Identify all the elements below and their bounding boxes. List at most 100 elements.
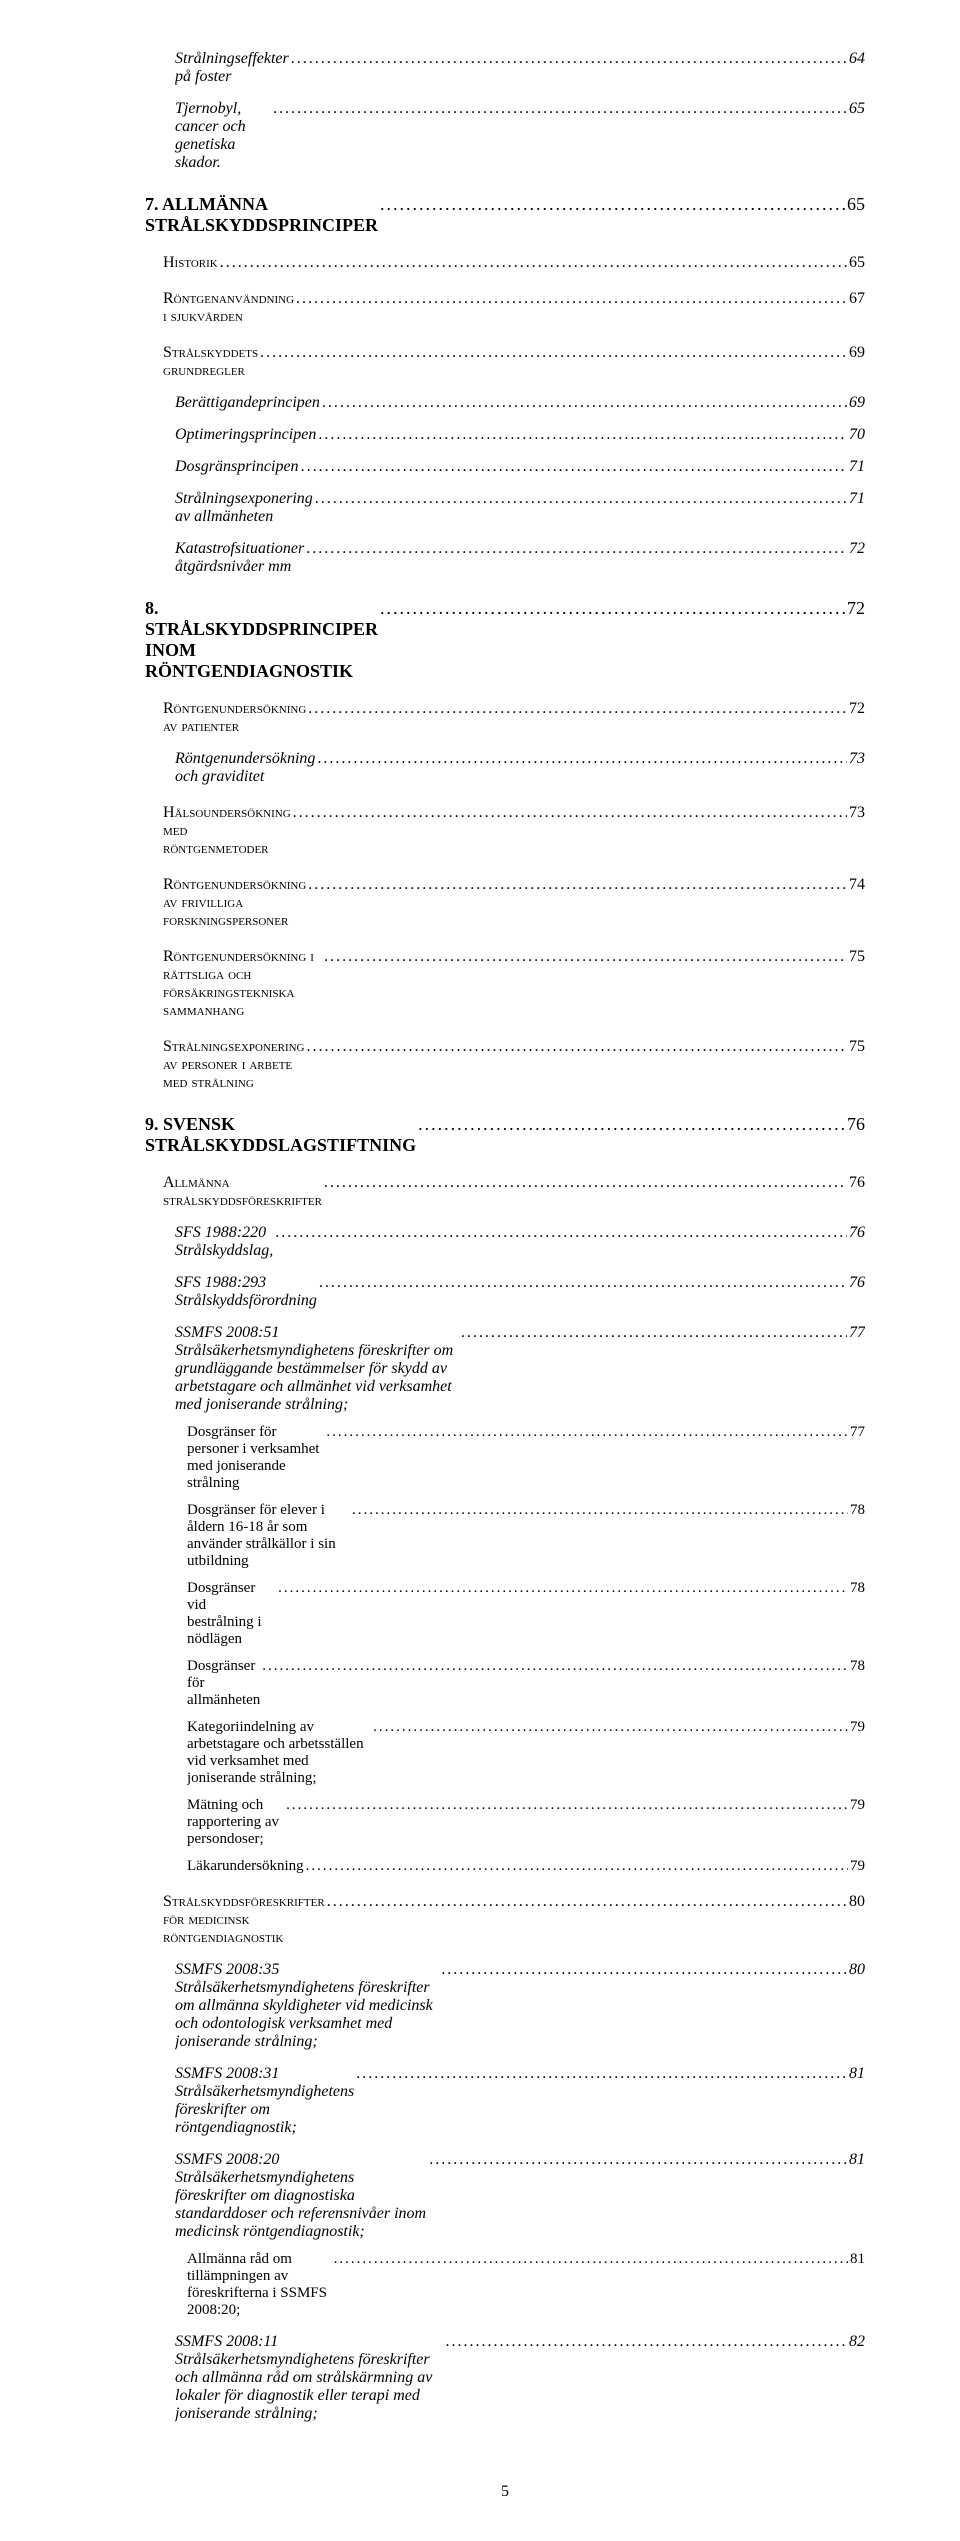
toc-entry: Katastrofsituationer åtgärdsnivåer mm72 [175, 540, 865, 576]
toc-entry-page: 77 [848, 1424, 865, 1441]
toc-entry: Röntgenanvändning i sjukvården67 [163, 290, 865, 326]
toc-entry-page: 81 [848, 2251, 865, 2268]
toc-leader-dots [308, 876, 847, 894]
toc-entry-label: 7. ALLMÄNNA STRÅLSKYDDSPRINCIPER [145, 194, 380, 236]
toc-entry-page: 75 [847, 1038, 865, 1056]
toc-entry: Röntgenundersökning av patienter 72 [163, 700, 865, 736]
toc-entry-page: 71 [847, 490, 865, 508]
toc-entry-label: Strålningsexponering av personer i arbet… [163, 1038, 307, 1092]
toc-entry-page: 81 [847, 2065, 865, 2083]
toc-leader-dots [293, 804, 847, 822]
toc-entry: SSMFS 2008:31 Strålsäkerhetsmyndighetens… [175, 2065, 865, 2137]
toc-entry-page: 64 [847, 50, 865, 68]
toc-leader-dots [278, 1580, 848, 1597]
toc-entry-label: Historik [163, 254, 220, 272]
toc-entry: Röntgenundersökning och graviditet73 [175, 750, 865, 786]
toc-entry-label: Hälsoundersökning med röntgenmetoder [163, 804, 293, 858]
toc-entry: Allmänna råd om tillämpningen av föreskr… [187, 2251, 865, 2319]
toc-entry-label: Dosgränser för allmänheten [187, 1658, 262, 1709]
toc-entry-page: 76 [847, 1274, 865, 1292]
toc-entry-page: 78 [848, 1658, 865, 1675]
toc-entry-page: 75 [847, 948, 865, 966]
toc-entry-label: Strålskyddets grundregler [163, 344, 260, 380]
toc-leader-dots [326, 1424, 848, 1441]
toc-entry: SSMFS 2008:35 Strålsäkerhetsmyndighetens… [175, 1961, 865, 2051]
toc-entry-label: SSMFS 2008:51 Strålsäkerhetsmyndighetens… [175, 1324, 461, 1414]
toc-entry-label: Dosgränser för personer i verksamhet med… [187, 1424, 326, 1492]
toc-entry-label: Dosgränser vid bestrålning i nödlägen [187, 1580, 278, 1648]
toc-leader-dots [461, 1324, 847, 1342]
toc-entry-page: 70 [847, 426, 865, 444]
toc-leader-dots [356, 2065, 847, 2083]
toc-leader-dots [319, 1274, 847, 1292]
toc-entry: Strålningsexponering av personer i arbet… [163, 1038, 865, 1092]
toc-entry-page: 78 [848, 1502, 865, 1519]
toc-leader-dots [315, 490, 847, 508]
toc-leader-dots [275, 1224, 847, 1242]
toc-leader-dots [317, 750, 847, 768]
toc-entry-page: 65 [845, 194, 865, 215]
toc-entry-page: 82 [847, 2333, 865, 2351]
toc-leader-dots [445, 2333, 847, 2351]
toc-entry: Röntgenundersökning av frivilliga forskn… [163, 876, 865, 930]
toc-entry: Läkarundersökning79 [187, 1858, 865, 1875]
toc-entry-label: SFS 1988:293 Strålskyddsförordning [175, 1274, 319, 1310]
toc-entry-label: SSMFS 2008:35 Strålsäkerhetsmyndighetens… [175, 1961, 441, 2051]
toc-entry-label: Strålningseffekter på foster [175, 50, 291, 86]
toc-entry-label: SSMFS 2008:31 Strålsäkerhetsmyndighetens… [175, 2065, 356, 2137]
toc-leader-dots [334, 2251, 848, 2268]
toc-entry-label: Dosgränser för elever i åldern 16-18 år … [187, 1502, 352, 1570]
toc-entry-label: Dosgränsprincipen [175, 458, 301, 476]
toc-leader-dots [308, 700, 847, 718]
toc-entry-page: 73 [847, 750, 865, 768]
toc-entry: Strålskyddets grundregler69 [163, 344, 865, 380]
toc-leader-dots [352, 1502, 848, 1519]
page-number: 5 [145, 2483, 865, 2501]
toc-leader-dots [441, 1961, 847, 1979]
toc-entry-label: Strålningsexponering av allmänheten [175, 490, 315, 526]
toc-entry: 7. ALLMÄNNA STRÅLSKYDDSPRINCIPER 65 [145, 194, 865, 236]
toc-entry: SSMFS 2008:20 Strålsäkerhetsmyndighetens… [175, 2151, 865, 2241]
toc-entry: 8. STRÅLSKYDDSPRINCIPER INOM RÖNTGENDIAG… [145, 598, 865, 682]
toc-entry-page: 72 [847, 700, 865, 718]
toc-entry-page: 72 [847, 540, 865, 558]
toc-leader-dots [327, 1893, 847, 1911]
toc-entry: Strålningsexponering av allmänheten 71 [175, 490, 865, 526]
toc-leader-dots [296, 290, 847, 308]
toc-entry: SFS 1988:293 Strålskyddsförordning 76 [175, 1274, 865, 1310]
toc-entry-page: 71 [847, 458, 865, 476]
toc-entry-label: Läkarundersökning [187, 1858, 306, 1875]
toc-entry: Mätning och rapportering av persondoser;… [187, 1797, 865, 1848]
toc-entry-label: SSMFS 2008:11 Strålsäkerhetsmyndighetens… [175, 2333, 445, 2423]
toc-entry-page: 72 [845, 598, 865, 619]
toc-entry: SSMFS 2008:11 Strålsäkerhetsmyndighetens… [175, 2333, 865, 2423]
toc-entry: Röntgenundersökning i rättsliga och förs… [163, 948, 865, 1020]
toc-entry: Dosgränsprincipen 71 [175, 458, 865, 476]
toc-entry-label: Allmänna strålskyddsföreskrifter [163, 1174, 324, 1210]
toc-leader-dots [318, 426, 847, 444]
toc-entry-label: Strålskyddsföreskrifter för medicinsk rö… [163, 1893, 327, 1947]
toc-entry: Dosgränser vid bestrålning i nödlägen78 [187, 1580, 865, 1648]
toc-leader-dots [373, 1719, 848, 1736]
toc-entry-page: 79 [848, 1719, 865, 1736]
toc-leader-dots [286, 1797, 848, 1814]
toc-entry-label: 8. STRÅLSKYDDSPRINCIPER INOM RÖNTGENDIAG… [145, 598, 380, 682]
toc-entry-page: 80 [847, 1893, 865, 1911]
toc-leader-dots [220, 254, 847, 272]
toc-entry: Strålskyddsföreskrifter för medicinsk rö… [163, 1893, 865, 1947]
toc-leader-dots [324, 1174, 847, 1192]
toc-entry-page: 80 [847, 1961, 865, 1979]
toc-leader-dots [301, 458, 847, 476]
toc-entry-page: 81 [847, 2151, 865, 2169]
toc-entry-label: Tjernobyl, cancer och genetiska skador. [175, 100, 273, 172]
toc-entry-page: 79 [848, 1797, 865, 1814]
toc-entry-label: Röntgenundersökning av frivilliga forskn… [163, 876, 308, 930]
toc-entry: SSMFS 2008:51 Strålsäkerhetsmyndighetens… [175, 1324, 865, 1414]
toc-entry-page: 76 [847, 1224, 865, 1242]
toc-entry-label: Röntgenundersökning av patienter [163, 700, 308, 736]
toc-leader-dots [273, 100, 847, 118]
toc-leader-dots [262, 1658, 848, 1675]
toc-entry: Allmänna strålskyddsföreskrifter76 [163, 1174, 865, 1210]
toc-entry-page: 67 [847, 290, 865, 308]
toc-entry: Strålningseffekter på foster 64 [175, 50, 865, 86]
